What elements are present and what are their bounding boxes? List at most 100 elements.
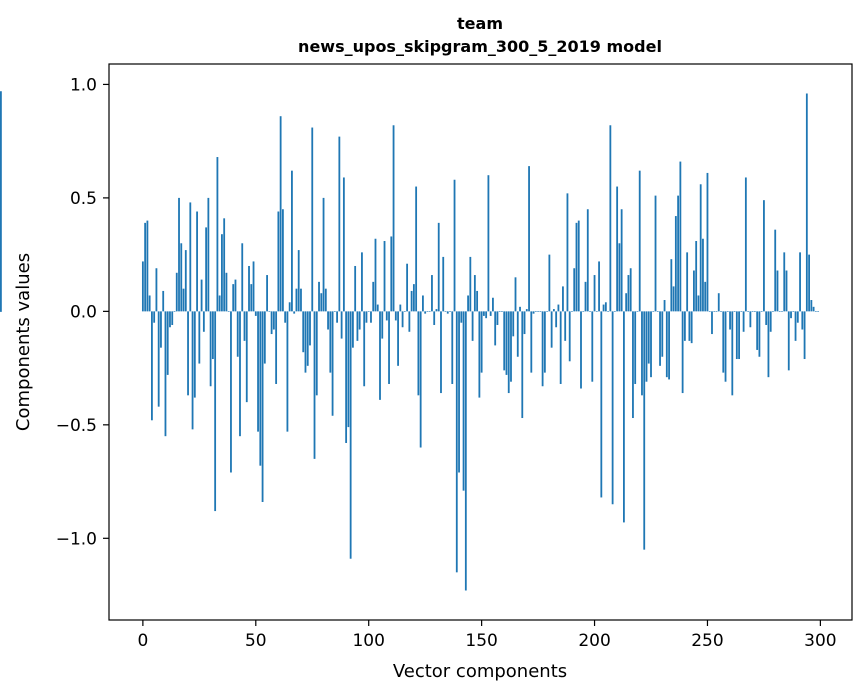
chart-title: team bbox=[457, 14, 503, 33]
bar-88 bbox=[340, 311, 343, 339]
bar-279 bbox=[772, 311, 774, 312]
y-tick-label-4: 1.0 bbox=[70, 75, 97, 95]
bar-168 bbox=[521, 311, 524, 419]
x-tick-label-0: 0 bbox=[137, 631, 148, 651]
bar-69 bbox=[297, 250, 300, 312]
bar-110 bbox=[390, 236, 393, 312]
bar-262 bbox=[733, 311, 736, 312]
bar-41 bbox=[234, 279, 237, 312]
bar-118 bbox=[408, 311, 411, 332]
bar-149 bbox=[478, 311, 481, 398]
bar-67 bbox=[293, 311, 296, 314]
bar-232 bbox=[665, 311, 668, 378]
bar-129 bbox=[433, 311, 436, 325]
bar-54 bbox=[263, 311, 266, 364]
bar-89 bbox=[342, 177, 345, 312]
bar-266 bbox=[742, 311, 745, 332]
bar-116 bbox=[403, 311, 406, 312]
bar-299 bbox=[817, 311, 820, 312]
bar-49 bbox=[252, 261, 255, 312]
bar-225 bbox=[650, 311, 652, 378]
bar-221 bbox=[641, 311, 643, 396]
bar-132 bbox=[440, 311, 442, 394]
bar-143 bbox=[464, 311, 467, 591]
bar-15 bbox=[175, 272, 178, 312]
bar-248 bbox=[702, 238, 704, 312]
bar-51 bbox=[257, 311, 259, 432]
bar-203 bbox=[600, 311, 603, 498]
bar-152 bbox=[485, 311, 488, 319]
bar-158 bbox=[498, 311, 501, 312]
bar-145 bbox=[469, 256, 472, 312]
bar-3 bbox=[148, 295, 151, 312]
bar-191 bbox=[573, 268, 576, 312]
bar-55 bbox=[266, 275, 268, 312]
bar-101 bbox=[370, 311, 372, 323]
bar-201 bbox=[595, 311, 598, 312]
bar-123 bbox=[419, 311, 422, 448]
bar-99 bbox=[365, 311, 368, 323]
bar-144 bbox=[467, 295, 469, 312]
bar-57 bbox=[270, 311, 273, 335]
bar-295 bbox=[808, 254, 810, 312]
bar-28 bbox=[205, 227, 208, 312]
bar-36 bbox=[223, 218, 226, 312]
bar-247 bbox=[699, 184, 702, 312]
bar-194 bbox=[580, 311, 582, 389]
bar-139 bbox=[455, 311, 458, 573]
bar-81 bbox=[324, 288, 327, 312]
bar-138 bbox=[453, 179, 456, 312]
x-tick-label-6: 300 bbox=[804, 631, 836, 651]
bar-207 bbox=[609, 125, 612, 312]
bar-56 bbox=[268, 311, 271, 312]
bar-133 bbox=[442, 256, 445, 312]
bar-115 bbox=[401, 311, 404, 328]
bar-297 bbox=[812, 306, 815, 312]
bar-35 bbox=[221, 234, 223, 312]
bar-199 bbox=[591, 311, 594, 382]
bar-126 bbox=[426, 311, 429, 312]
bar-222 bbox=[643, 311, 646, 550]
bar-254 bbox=[715, 311, 718, 312]
bar-276 bbox=[765, 311, 768, 325]
bar-272 bbox=[756, 311, 759, 350]
bar-291 bbox=[799, 252, 801, 312]
bar-170 bbox=[525, 309, 528, 312]
bar-90 bbox=[345, 311, 348, 443]
bar-66 bbox=[291, 170, 293, 312]
bar-210 bbox=[616, 186, 619, 312]
bar-140 bbox=[458, 311, 460, 473]
bar-290 bbox=[796, 311, 799, 323]
bar-95 bbox=[356, 311, 359, 341]
bar-205 bbox=[604, 302, 607, 312]
bar-277 bbox=[767, 311, 770, 378]
bar-2 bbox=[146, 220, 149, 312]
bar-256 bbox=[720, 311, 722, 312]
bar-212 bbox=[620, 209, 623, 312]
bar-63 bbox=[284, 311, 287, 323]
bar-238 bbox=[679, 161, 682, 312]
bar-159 bbox=[501, 311, 503, 312]
bar-75 bbox=[311, 127, 314, 312]
bar-268 bbox=[747, 311, 750, 312]
bar-278 bbox=[769, 311, 772, 332]
bar-249 bbox=[704, 281, 707, 312]
bar-220 bbox=[638, 170, 641, 312]
bar-98 bbox=[363, 311, 366, 387]
y-tick-label-3: 0.5 bbox=[70, 189, 97, 209]
bar-105 bbox=[379, 311, 381, 400]
bar-97 bbox=[361, 252, 363, 312]
bar-94 bbox=[354, 265, 357, 312]
bar-271 bbox=[753, 311, 756, 312]
bar-234 bbox=[670, 259, 673, 312]
bar-184 bbox=[557, 304, 560, 312]
bar-219 bbox=[636, 311, 639, 312]
bar-100 bbox=[367, 311, 370, 312]
bar-79 bbox=[320, 293, 323, 312]
bar-288 bbox=[792, 311, 795, 312]
bar-245 bbox=[695, 241, 698, 312]
bar-147 bbox=[473, 275, 476, 312]
bar-20 bbox=[187, 311, 189, 396]
